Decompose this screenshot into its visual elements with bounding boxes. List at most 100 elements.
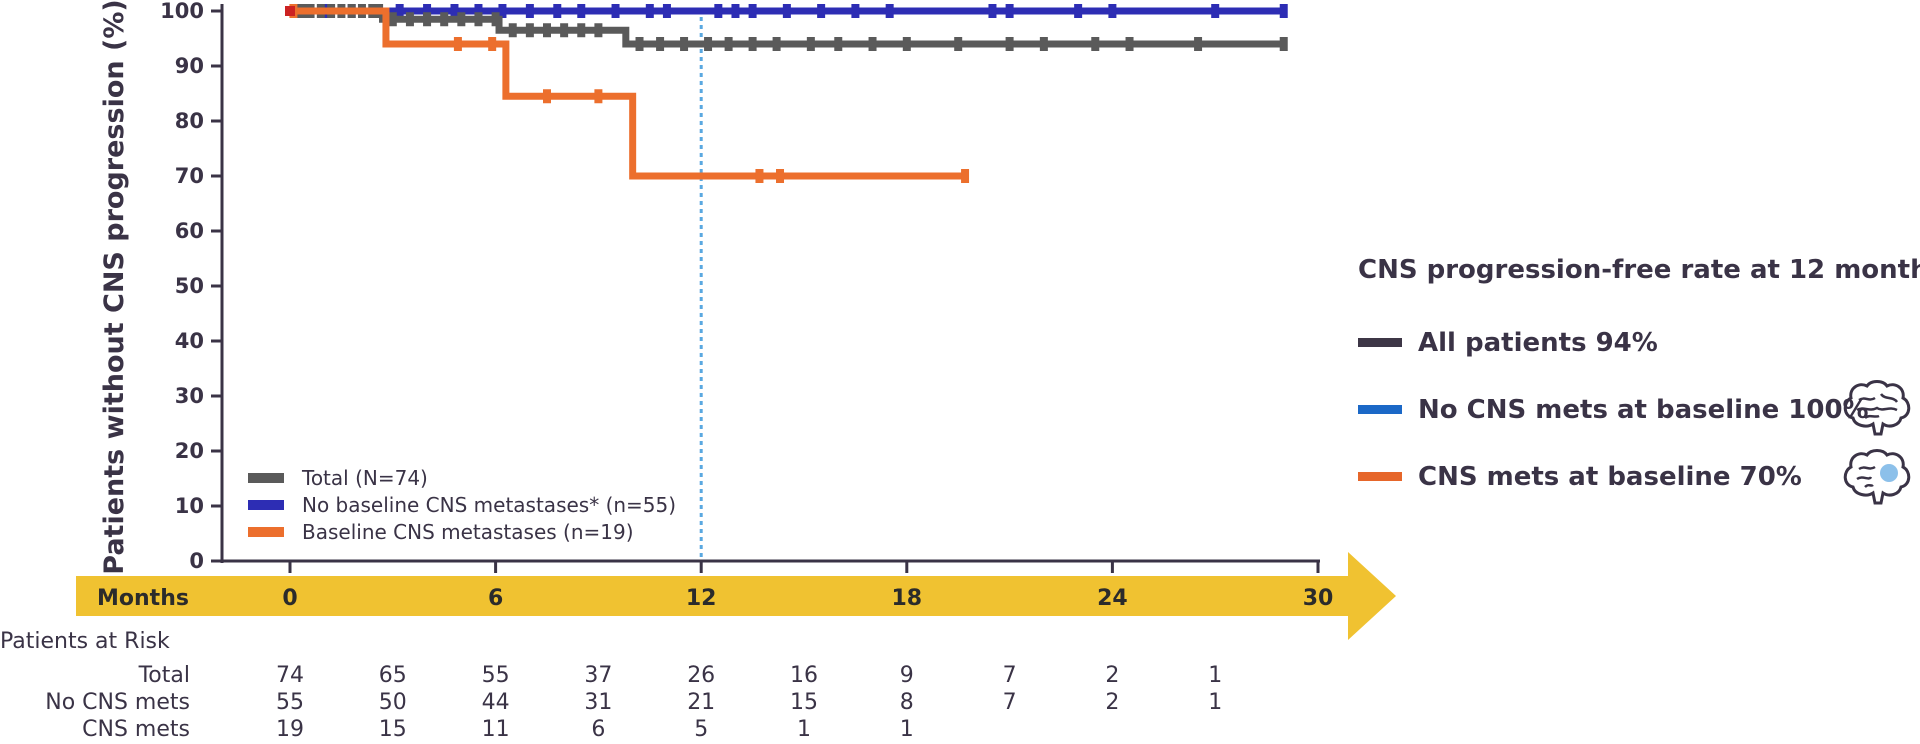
censor-mark (806, 37, 815, 51)
y-tick-label: 0 (189, 549, 204, 573)
y-tick-label: 30 (175, 384, 204, 408)
censor-mark (1211, 4, 1220, 18)
at-risk-value: 7 (1003, 690, 1017, 715)
at-risk-value: 44 (482, 690, 510, 715)
censor-mark (1091, 37, 1100, 51)
at-risk-value: 1 (797, 717, 811, 742)
y-tick-label: 50 (175, 274, 204, 298)
censor-mark (453, 37, 462, 51)
side-label-cns: CNS mets at baseline 70% (1418, 461, 1802, 492)
brain-with-metastasis-icon (1843, 449, 1911, 505)
at-risk-value: 2 (1105, 663, 1119, 688)
censor-mark (498, 4, 507, 18)
censor-mark (611, 4, 620, 18)
x-axis-label: Months (97, 586, 189, 611)
censor-mark (817, 4, 826, 18)
censor-mark (1108, 4, 1117, 18)
censor-mark (543, 23, 551, 38)
censor-mark (885, 4, 894, 18)
censor-mark (834, 37, 843, 51)
censor-mark (491, 12, 500, 27)
side-item-cns-mets: CNS mets at baseline 70% (1358, 443, 1918, 510)
censor-mark (714, 4, 723, 18)
censor-mark (748, 4, 757, 18)
legend-total-label: Total (N=74) (301, 466, 428, 490)
at-risk-value: 15 (790, 690, 818, 715)
censor-mark (954, 37, 963, 51)
at-risk-value: 26 (687, 663, 715, 688)
censor-mark (594, 23, 603, 38)
at-risk-value: 37 (584, 663, 612, 688)
censor-mark (662, 4, 671, 18)
at-risk-value: 1 (900, 717, 914, 742)
at-risk-value: 74 (276, 663, 304, 688)
at-risk-value: 9 (900, 663, 914, 688)
censor-mark (474, 12, 483, 27)
y-tick-label: 60 (175, 219, 204, 243)
at-risk-row-total-label: Total (138, 663, 190, 688)
censor-mark (450, 4, 459, 18)
brain-icon (1843, 380, 1911, 436)
at-risk-value: 50 (379, 690, 407, 715)
censor-mark (1279, 4, 1288, 18)
y-axis-label: Patients without CNS progression (%) (99, 0, 130, 575)
y-tick-label: 10 (175, 494, 204, 518)
censor-mark (508, 23, 517, 38)
side-item-all-patients: All patients 94% (1358, 309, 1918, 376)
censor-mark (902, 37, 911, 51)
censor-mark (724, 37, 733, 51)
at-risk-row-no-cns-mets-label: No CNS mets (45, 690, 190, 715)
side-label-no-cns: No CNS mets at baseline 100% (1418, 394, 1869, 425)
x-tick-label: 12 (686, 586, 717, 611)
censor-mark (961, 169, 970, 183)
censor-mark (525, 23, 534, 38)
series-line-cns-mets (290, 7, 966, 180)
at-risk-value: 7 (1003, 663, 1017, 688)
x-tick-label: 30 (1303, 586, 1334, 611)
months-arrow (76, 552, 1396, 640)
at-risk-value: 6 (591, 717, 605, 742)
censor-mark (988, 4, 997, 18)
censor-mark (553, 4, 562, 18)
censor-mark (457, 12, 466, 27)
censor-mark (1279, 37, 1288, 51)
censor-mark (1005, 37, 1014, 51)
at-risk-value: 8 (900, 690, 914, 715)
censor-mark (776, 169, 785, 183)
y-tick-label: 100 (160, 0, 204, 23)
side-panel-title: CNS progression-free rate at 12 months (1358, 255, 1920, 285)
censor-mark (474, 4, 483, 18)
at-risk-value: 19 (276, 717, 304, 742)
censor-mark (423, 4, 432, 18)
at-risk-value: 1 (1208, 690, 1222, 715)
legend-no-cns-mets-label: No baseline CNS metastases* (n=55) (302, 493, 676, 517)
censor-mark (1039, 37, 1048, 51)
side-swatch-cns (1358, 472, 1402, 481)
at-risk-value: 21 (687, 690, 715, 715)
censor-mark (577, 4, 586, 18)
at-risk-value: 5 (694, 717, 708, 742)
censor-mark (594, 89, 603, 104)
at-risk-value: 55 (276, 690, 304, 715)
censor-mark (560, 23, 569, 38)
censor-mark (782, 4, 791, 18)
censor-mark (755, 169, 764, 183)
side-item-no-cns-mets: No CNS mets at baseline 100% (1358, 376, 1918, 443)
censor-mark (388, 12, 397, 27)
at-risk-value: 65 (379, 663, 407, 688)
censor-mark (525, 4, 534, 18)
censor-mark (1125, 37, 1134, 51)
censor-mark (405, 12, 414, 27)
censor-mark (395, 4, 404, 18)
at-risk-value: 15 (379, 717, 407, 742)
censor-mark (680, 37, 689, 51)
censor-mark (748, 37, 757, 51)
at-risk-value: 2 (1105, 690, 1119, 715)
start-point (285, 6, 295, 16)
censor-mark (543, 89, 551, 104)
censor-mark (488, 37, 497, 51)
at-risk-value: 55 (482, 663, 510, 688)
y-tick-label: 80 (175, 109, 204, 133)
side-swatch-no-cns (1358, 405, 1402, 414)
